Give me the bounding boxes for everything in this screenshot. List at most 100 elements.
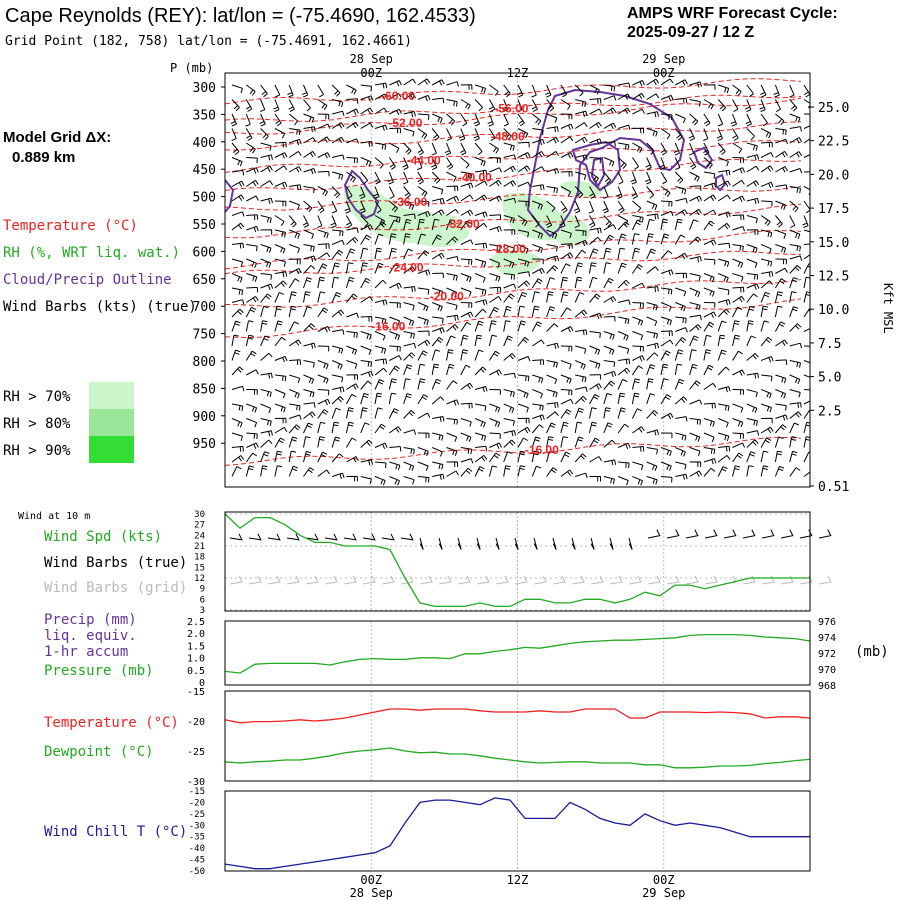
wind-barb (417, 233, 427, 245)
wind-barb (360, 407, 368, 419)
wind-tick-label: 12 (194, 574, 205, 584)
wind-barb (302, 215, 310, 228)
dewpoint-line (224, 747, 811, 769)
wind-barb (517, 465, 526, 477)
wind-barb (603, 476, 615, 485)
wind-barb (789, 374, 801, 385)
wind-barb (246, 389, 258, 395)
wind-barb (274, 403, 286, 413)
wind-barb-true (495, 537, 500, 550)
wind-barb (488, 350, 500, 361)
wind-barb (632, 92, 645, 100)
wind-barb (789, 113, 801, 123)
wind-barb (589, 157, 601, 164)
wind-barb (760, 113, 768, 127)
wind-barb (417, 394, 429, 405)
wind-barb (331, 436, 341, 448)
wind-barb (460, 113, 468, 127)
wind-barb (617, 200, 625, 214)
wind-barb (675, 473, 688, 480)
pressure-tick-label: 300 (193, 81, 216, 96)
wind-barb (646, 200, 658, 210)
bottom-time-label: 00Z (653, 873, 675, 887)
wind-barb (789, 291, 797, 303)
wind-barb (317, 200, 325, 214)
wind-barb (802, 215, 809, 228)
wind-barb (531, 278, 543, 289)
wind-barb (531, 291, 540, 303)
wind-barb (417, 113, 430, 120)
precip-tick-label: 1.0 (187, 654, 205, 665)
wind-barb (759, 99, 766, 113)
wind-barb (689, 273, 701, 281)
wind-barb (617, 367, 631, 376)
wind-barb (359, 186, 366, 199)
wind-barb (517, 244, 529, 254)
wind-barb (589, 108, 603, 115)
wind-barb (675, 461, 687, 470)
wind-barb (231, 222, 245, 231)
wind-barb (732, 369, 745, 376)
wind-barb (460, 99, 471, 110)
wind-barb (803, 263, 810, 274)
wind-barb (446, 99, 458, 107)
wind-barb (403, 378, 411, 390)
wind-barb (603, 345, 615, 355)
wind-barb (460, 209, 474, 216)
wind-barb (789, 323, 802, 332)
windchill-tick-label: -25 (189, 810, 205, 820)
bottom-date-label: 29 Sep (642, 886, 685, 900)
wind-barb (389, 476, 400, 486)
wind-barb (675, 447, 686, 457)
wind-barb (532, 184, 545, 191)
wind-barb (489, 167, 502, 173)
wind-barb (274, 389, 286, 399)
wind-barb (517, 165, 531, 173)
wind-barb (789, 306, 799, 318)
wind-barb (374, 407, 383, 419)
wind-barb (331, 136, 345, 144)
wind-barb (331, 171, 344, 180)
wind-barb (459, 142, 467, 156)
wind-barb (732, 286, 745, 293)
wind-barbs-true (229, 529, 832, 550)
wind-barb (331, 262, 340, 274)
wind-barb (803, 421, 810, 434)
pressure-panel: Precip (mm) liq. equiv. 1-hr accum Press… (44, 612, 889, 692)
wind-barb (245, 452, 258, 463)
wind-barb (746, 197, 760, 205)
wind-barb (474, 258, 487, 267)
wind-barb (374, 233, 384, 245)
wind-barb (803, 200, 810, 214)
wind-tick-label: 30 (194, 510, 205, 520)
pressure-tick-label: 400 (193, 136, 216, 151)
wind-barb (488, 99, 496, 112)
wind-barb (546, 402, 559, 409)
wind-barb (760, 389, 772, 399)
wind-barb-grid (305, 575, 319, 585)
wind-barb (775, 359, 788, 365)
wind-barb (546, 265, 559, 274)
wind-barb (460, 382, 474, 390)
wind-barb (346, 171, 356, 183)
wind-barb (388, 157, 396, 170)
wind-barb (303, 306, 312, 318)
wind-barb (746, 283, 760, 290)
wind-barb (761, 271, 774, 278)
wind-barb-true (533, 537, 538, 550)
wind-barb (289, 128, 301, 136)
wind-barb (675, 302, 686, 312)
wind-barb (789, 436, 797, 448)
wind-barb (660, 339, 674, 347)
wind-barb (331, 200, 338, 214)
wind-barb (489, 286, 502, 293)
wind-barb (718, 445, 731, 452)
wind-barb (660, 378, 669, 390)
wind-barb (360, 459, 373, 466)
wind-barb (603, 84, 616, 92)
wind-barb (631, 263, 643, 274)
wind-barb (259, 113, 266, 127)
wind-barb (246, 403, 258, 413)
wind-barb (403, 331, 415, 339)
height-tick-label: 15.0 (818, 236, 849, 251)
